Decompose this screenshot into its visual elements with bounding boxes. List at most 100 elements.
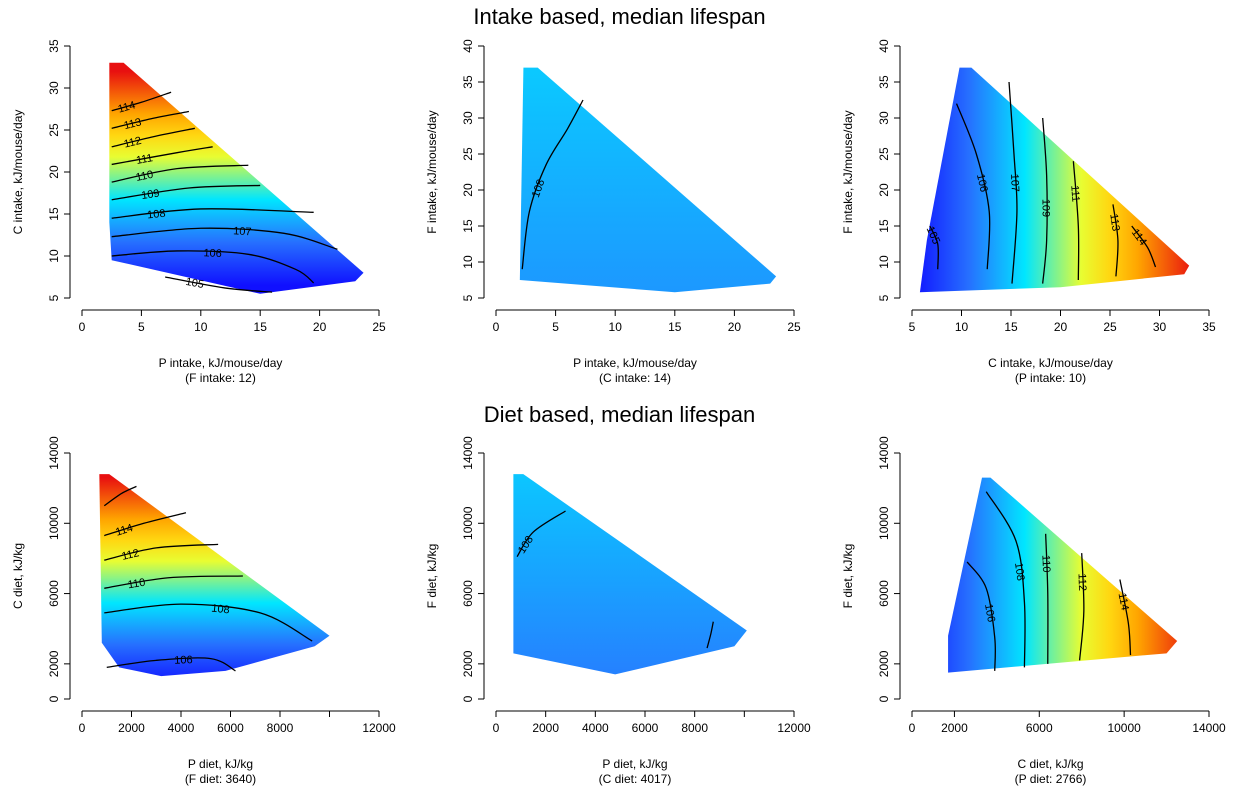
panel-1-contour-106 bbox=[111, 250, 315, 284]
panel-4-x-sublabel: (F diet: 3640) bbox=[185, 772, 256, 786]
panel-1-contour-113 bbox=[111, 110, 190, 129]
panel-1-y-tick-label: 30 bbox=[47, 81, 61, 95]
panel-4-x-tick-label: 12000 bbox=[362, 721, 396, 735]
panel-3-x-tick-label: 15 bbox=[1004, 320, 1018, 334]
panel-6-y-tick-label: 0 bbox=[877, 695, 891, 702]
panel-2-x-tick-label: 25 bbox=[787, 320, 801, 334]
panel-4-y-tick-label: 0 bbox=[47, 695, 61, 702]
panel-4-y-tick-label: 2000 bbox=[47, 650, 61, 677]
panel-1-contour-label: 108 bbox=[147, 208, 166, 222]
panel-6-contour-110 bbox=[1045, 533, 1049, 664]
panel-3-contour-label: 109 bbox=[1040, 199, 1052, 217]
panel-2-y-tick-label: 5 bbox=[461, 294, 475, 301]
panel-6-y-tick-label: 2000 bbox=[877, 650, 891, 677]
panel-6-x-tick-label: 14000 bbox=[1192, 721, 1226, 735]
panel-2-y-tick-label: 10 bbox=[461, 255, 475, 269]
panel-3-contour-109 bbox=[1042, 117, 1048, 284]
panel-3-x-tick-label: 5 bbox=[909, 320, 916, 334]
panel-5-y-tick-label: 10000 bbox=[461, 506, 475, 540]
panel-1-x-tick-label: 20 bbox=[313, 320, 327, 334]
panel-2-contour-108 bbox=[521, 99, 584, 270]
panel-1-contour-108 bbox=[111, 208, 314, 219]
panel-2-y-tick-label: 40 bbox=[461, 39, 475, 53]
panel-5-x-sublabel: (C diet: 4017) bbox=[599, 772, 672, 786]
panel-3-y-tick-label: 20 bbox=[877, 183, 891, 197]
panel-3-contour-label: 106 bbox=[974, 173, 990, 194]
panel-3-contour-113 bbox=[1112, 204, 1119, 277]
panel-4-contour-label: 112 bbox=[121, 547, 141, 563]
panel-5-heatmap bbox=[513, 474, 747, 675]
panel-4-x-tick-label: 4000 bbox=[168, 721, 195, 735]
panel-1-contour-114 bbox=[111, 91, 172, 112]
panel-2: 108 0 5 10 15 20 25 5 10 15 20 25 30 35 40 P intake, kJ… bbox=[425, 39, 801, 385]
panel-5-contour-1 bbox=[706, 621, 714, 649]
panel-6-heatmap bbox=[948, 477, 1178, 673]
panel-4-contour-106 bbox=[106, 657, 236, 672]
panel-2-y-label: F intake, kJ/mouse/day bbox=[425, 110, 439, 233]
panel-1-contour-112 bbox=[111, 127, 195, 148]
panel-2-x-tick-label: 10 bbox=[609, 320, 623, 334]
panel-4-axes bbox=[64, 452, 380, 717]
panel-6-contour-label: 112 bbox=[1075, 573, 1088, 591]
panel-3-contour-105 bbox=[929, 225, 939, 270]
panel-1-contour-label: 112 bbox=[123, 135, 143, 151]
panel-2-y-tick-label: 25 bbox=[461, 147, 475, 161]
panel-2-y-tick-label: 30 bbox=[461, 111, 475, 125]
panel-3-contour-114 bbox=[1131, 225, 1157, 268]
panel-1-x-tick-label: 5 bbox=[138, 320, 145, 334]
panel-3-heatmap bbox=[919, 67, 1190, 293]
panel-4-x-tick-label: 6000 bbox=[217, 721, 244, 735]
panel-1-contour-label: 105 bbox=[185, 276, 205, 291]
panel-6-y-tick-label: 14000 bbox=[877, 436, 891, 470]
panel-6-x-tick-label: 2000 bbox=[941, 721, 968, 735]
panel-6-contour-108 bbox=[985, 491, 1026, 668]
panel-3-y-tick-label: 15 bbox=[877, 219, 891, 233]
panel-1-x-tick-label: 25 bbox=[372, 320, 386, 334]
panel-1-x-label: P intake, kJ/mouse/day bbox=[159, 356, 283, 370]
panel-4-contour-110 bbox=[104, 575, 243, 589]
panel-4-x-tick-label: 8000 bbox=[267, 721, 294, 735]
panel-3-contour-label: 113 bbox=[1107, 213, 1121, 232]
panel-1-contour-label: 107 bbox=[233, 225, 252, 238]
panel-2-x-tick-label: 5 bbox=[552, 320, 559, 334]
panel-1-x-sublabel: (F intake: 12) bbox=[185, 371, 256, 385]
panel-3-y-label: F intake, kJ/mouse/day bbox=[841, 110, 855, 233]
panel-4-contour-label: 108 bbox=[211, 603, 231, 617]
panel-2-y-tick-label: 20 bbox=[461, 183, 475, 197]
panel-1-y-tick-label: 15 bbox=[47, 207, 61, 221]
panel-4-contour-112 bbox=[104, 543, 219, 561]
panel-4-contour-label: 114 bbox=[114, 522, 134, 539]
panel-3-y-tick-label: 25 bbox=[877, 147, 891, 161]
panel-5-y-tick-label: 6000 bbox=[461, 580, 475, 607]
panel-4-contour-108 bbox=[104, 603, 313, 642]
panel-3-y-tick-label: 5 bbox=[877, 294, 891, 301]
panel-3-y-tick-label: 40 bbox=[877, 39, 891, 53]
panel-1-axes bbox=[64, 45, 380, 316]
panel-5-y-label: F diet, kJ/kg bbox=[425, 544, 439, 609]
panel-1-y-label: C intake, kJ/mouse/day bbox=[11, 110, 25, 235]
panel-6-contour-106 bbox=[966, 561, 997, 671]
panel-6-x-label: C diet, kJ/kg bbox=[1017, 757, 1083, 771]
panel-3-contour-label: 111 bbox=[1068, 185, 1081, 203]
panel-2-x-tick-label: 0 bbox=[493, 320, 500, 334]
panel-1-contour-111 bbox=[111, 146, 213, 166]
panel-3-y-tick-label: 10 bbox=[877, 255, 891, 269]
panel-6-y-tick-label: 10000 bbox=[877, 506, 891, 540]
panel-4-contour-114 bbox=[104, 512, 187, 537]
panel-4: 106 108 110 112 114 0 2000 4000 6000 8000 12000 0 20… bbox=[11, 436, 396, 786]
panel-1-contour-109 bbox=[111, 184, 261, 201]
panel-6-contour-label: 108 bbox=[1012, 562, 1026, 582]
panel-1-contour-107 bbox=[111, 227, 338, 250]
panel-1-contour-label: 111 bbox=[135, 152, 154, 167]
panel-3-x-tick-label: 10 bbox=[955, 320, 969, 334]
panel-5-x-tick-label: 0 bbox=[493, 721, 500, 735]
panel-1-contour-label: 106 bbox=[203, 247, 222, 260]
panel-4-y-tick-label: 10000 bbox=[47, 506, 61, 540]
panel-3-y-tick-label: 30 bbox=[877, 111, 891, 125]
panel-2-contour-label: 108 bbox=[530, 178, 547, 199]
panel-4-x-tick-label: 0 bbox=[79, 721, 86, 735]
panel-4-x-tick-label: 2000 bbox=[118, 721, 145, 735]
